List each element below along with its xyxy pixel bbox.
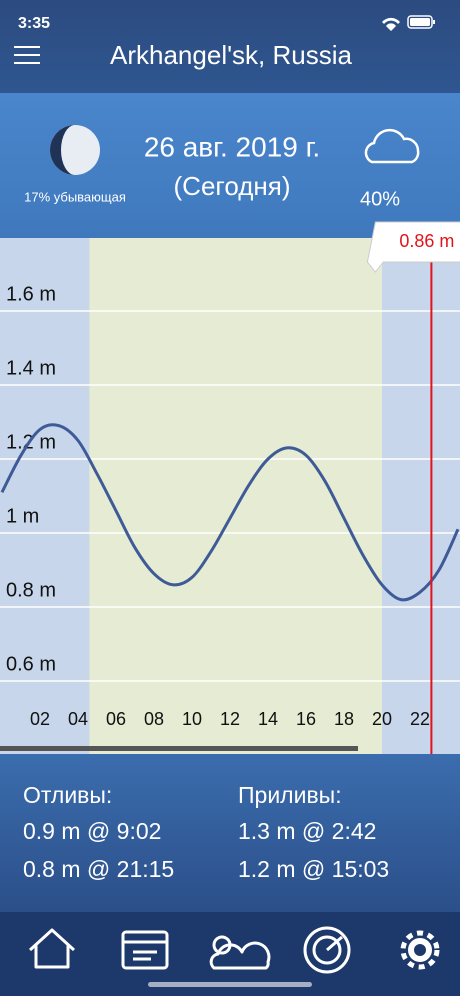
tab-radar[interactable] [303, 926, 351, 974]
current-label-box [366, 221, 460, 273]
tab-home[interactable] [28, 928, 76, 969]
high-tide: 1.3 m @ 2:42 [238, 818, 376, 844]
current-label: 0.86 m [399, 231, 454, 251]
x-tick-label: 12 [220, 709, 240, 729]
x-tick-label: 22 [410, 709, 430, 729]
status-icons [382, 15, 435, 31]
scrollbar [0, 746, 358, 751]
cloud-icon [364, 128, 420, 164]
y-tick-label: 1.4 m [6, 357, 56, 379]
tide-chart: 0.6 m0.8 m1 m1.2 m1.4 m1.6 m02 04 06 08 10 12… [0, 238, 460, 754]
x-tick-label: 14 [258, 709, 278, 729]
x-tick-label: 16 [296, 709, 316, 729]
header-bg [0, 0, 460, 93]
menu-button[interactable] [14, 46, 40, 64]
home-indicator [148, 982, 312, 987]
tides-bg [0, 754, 460, 912]
x-tick-label: 02 [30, 709, 50, 729]
x-tick-label: 08 [144, 709, 164, 729]
x-tick-label: 06 [106, 709, 126, 729]
x-tick-label: 18 [334, 709, 354, 729]
x-tick-label: 20 [372, 709, 392, 729]
tab-calendar[interactable] [121, 930, 169, 970]
tide-line [0, 423, 460, 602]
y-tick-label: 1 m [6, 505, 39, 527]
low-tide: 0.9 m @ 9:02 [23, 818, 161, 844]
x-tick-label: 10 [182, 709, 202, 729]
low-tide: 0.8 m @ 21:15 [23, 856, 174, 882]
cloud-cover: 40% [360, 188, 400, 210]
date: 26 авг. 2019 г. [144, 131, 320, 162]
daylight-bg [89, 238, 383, 754]
highs-title: Приливы: [238, 782, 342, 808]
tab-weather[interactable] [209, 935, 271, 970]
location-title: Arkhangel'sk, Russia [110, 40, 353, 70]
moon-icon [50, 125, 100, 175]
day-note: (Сегодня) [174, 171, 291, 201]
y-tick-label: 0.8 m [6, 579, 56, 601]
y-tick-label: 0.6 m [6, 653, 56, 675]
high-tide: 1.2 m @ 15:03 [238, 856, 389, 882]
y-tick-label: 1.6 m [6, 283, 56, 305]
status-time: 3:35 [18, 15, 50, 32]
lows-title: Отливы: [23, 782, 112, 808]
moon-phase: 17% убывающая [24, 189, 126, 204]
x-tick-label: 04 [68, 709, 88, 729]
tab-settings[interactable] [400, 930, 440, 970]
